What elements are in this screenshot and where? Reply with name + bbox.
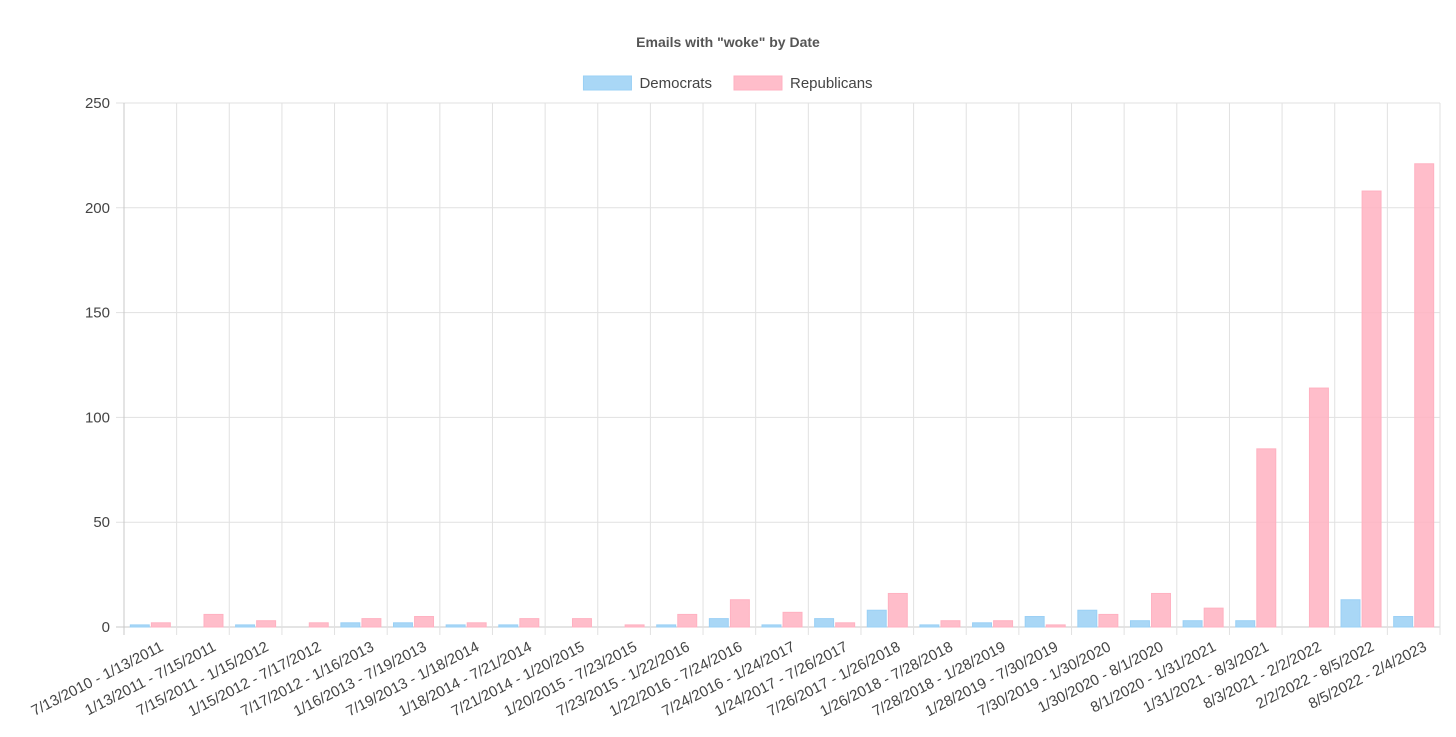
bar-democrats [814, 618, 835, 628]
bar-republicans [1098, 613, 1119, 628]
bar-democrats [708, 618, 729, 628]
bar-republicans [1203, 607, 1224, 628]
bar-democrats [498, 624, 519, 628]
bar-republicans [624, 624, 645, 628]
legend-swatch [582, 75, 632, 91]
y-tick-label: 250 [85, 95, 110, 112]
bar-republicans [835, 622, 856, 628]
legend-swatch [733, 75, 783, 91]
bar-democrats [761, 624, 782, 628]
bar-democrats [1235, 620, 1256, 628]
legend-item-republicans[interactable]: Republicans [733, 75, 873, 92]
bar-republicans [150, 622, 171, 628]
bar-democrats [340, 622, 361, 628]
bar-republicans [1414, 163, 1435, 628]
bar-democrats [919, 624, 940, 628]
bar-republicans [782, 611, 803, 628]
bar-republicans [1151, 592, 1171, 628]
bars [129, 163, 1435, 628]
bar-democrats [1182, 620, 1203, 628]
bar-republicans [203, 613, 224, 628]
bar-democrats [972, 622, 993, 628]
bar-democrats [445, 624, 466, 628]
bar-republicans [993, 620, 1014, 628]
legend-label: Democrats [639, 75, 712, 92]
y-axis-ticks: 0 50 100 150 200 250 [85, 95, 110, 636]
bar-republicans [1308, 387, 1329, 628]
chart-title: Emails with "woke" by Date [636, 34, 820, 50]
bar-republicans [677, 613, 698, 628]
bar-republicans [571, 618, 592, 628]
bar-democrats [1077, 609, 1098, 628]
bar-democrats [1340, 599, 1361, 628]
bar-republicans [1045, 624, 1066, 628]
bar-republicans [308, 622, 329, 628]
y-tick-label: 50 [93, 514, 110, 531]
legend-item-democrats[interactable]: Democrats [582, 75, 712, 92]
bar-republicans [887, 592, 908, 628]
bar-republicans [1361, 190, 1382, 628]
bar-republicans [940, 620, 961, 628]
y-tick-label: 0 [102, 619, 110, 636]
legend: Democrats Republicans [582, 75, 873, 92]
bar-democrats [866, 609, 887, 628]
bar-republicans [519, 618, 540, 628]
y-tick-label: 200 [85, 200, 110, 217]
bar-democrats [1393, 616, 1414, 628]
bar-republicans [1256, 448, 1277, 628]
bar-republicans [256, 620, 277, 628]
grid [116, 102, 1441, 635]
bar-republicans [466, 622, 487, 628]
legend-label: Republicans [790, 75, 873, 92]
bar-republicans [729, 599, 750, 628]
bar-republicans [414, 616, 435, 628]
bar-democrats [1129, 620, 1150, 628]
bar-democrats [1024, 616, 1045, 628]
bar-democrats [656, 624, 677, 628]
y-tick-label: 150 [85, 305, 110, 322]
bar-democrats [235, 624, 256, 628]
bar-republicans [361, 618, 382, 628]
y-tick-label: 100 [85, 409, 110, 426]
bar-democrats [129, 624, 150, 628]
bar-democrats [393, 622, 413, 628]
